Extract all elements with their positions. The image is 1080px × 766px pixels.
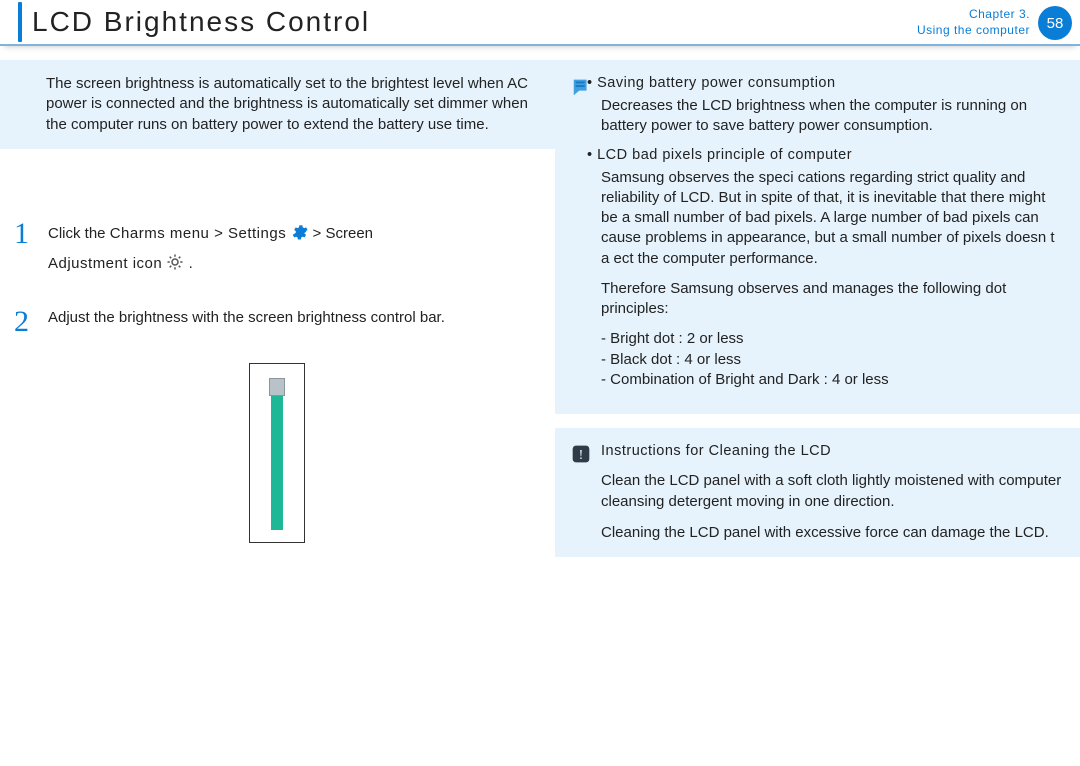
info-icon: ! xyxy=(571,444,593,466)
chapter-text: Chapter 3. Using the computer xyxy=(917,7,1030,38)
page-header: LCD Brightness Control Chapter 3. Using … xyxy=(0,0,1080,46)
cleaning-p1: Clean the LCD panel with a soft cloth li… xyxy=(601,470,1064,512)
intro-note: The screen brightness is automatically s… xyxy=(0,60,559,149)
dot-principles: - Bright dot : 2 or less - Black dot : 4… xyxy=(601,329,1064,390)
tip-pixels: LCD bad pixels principle of computer Sam… xyxy=(601,146,1064,390)
page-title: LCD Brightness Control xyxy=(32,6,370,38)
tip-body2: Therefore Samsung observes and manages t… xyxy=(601,279,1064,320)
step1-post: . xyxy=(189,255,193,272)
step-2-body: Adjust the brightness with the screen br… xyxy=(48,307,539,337)
tip-head: LCD bad pixels principle of computer xyxy=(601,146,1064,166)
chapter-line2: Using the computer xyxy=(917,23,1030,39)
step1-mid: > Screen xyxy=(313,225,373,242)
left-column: The screen brightness is automatically s… xyxy=(0,60,539,571)
tip-head: Saving battery power consumption xyxy=(601,74,1064,94)
right-column: Saving battery power consumption Decreas… xyxy=(555,60,1080,571)
slider-fill xyxy=(271,380,283,530)
page-number-badge: 58 xyxy=(1038,6,1072,40)
cleaning-title: Instructions for Cleaning the LCD xyxy=(601,442,1064,462)
step-number: 1 xyxy=(14,219,48,279)
step1-kw2: Adjustment icon xyxy=(48,255,162,272)
slider-thumb[interactable] xyxy=(269,378,285,396)
cleaning-p2: Cleaning the LCD panel with excessive fo… xyxy=(601,522,1064,543)
step-1-body: Click the Charms menu > Settings > Scree… xyxy=(48,219,539,279)
cleaning-note: ! Instructions for Cleaning the LCD Clea… xyxy=(555,428,1080,557)
content-columns: The screen brightness is automatically s… xyxy=(0,46,1080,571)
step-2: 2 Adjust the brightness with the screen … xyxy=(14,307,539,337)
header-accent-bar xyxy=(18,2,22,42)
tip-battery: Saving battery power consumption Decreas… xyxy=(601,74,1064,136)
step1-pre: Click the xyxy=(48,225,106,242)
brightness-slider[interactable] xyxy=(249,363,305,543)
svg-text:!: ! xyxy=(579,447,583,462)
chapter-block: Chapter 3. Using the computer 58 xyxy=(917,0,1080,46)
tip-body: Decreases the LCD brightness when the co… xyxy=(601,96,1064,137)
brightness-icon xyxy=(166,253,184,271)
dash-bright: - Bright dot : 2 or less xyxy=(601,329,1064,349)
tips-note: Saving battery power consumption Decreas… xyxy=(555,60,1080,414)
cleaning-body: Clean the LCD panel with a soft cloth li… xyxy=(601,470,1064,543)
chapter-line1: Chapter 3. xyxy=(917,7,1030,23)
gear-icon xyxy=(290,223,308,241)
tip-body1: Samsung observes the speci cations regar… xyxy=(601,168,1064,269)
step1-kw1: Charms menu > Settings xyxy=(110,225,287,242)
dash-combo: - Combination of Bright and Dark : 4 or … xyxy=(601,370,1064,390)
dash-black: - Black dot : 4 or less xyxy=(601,350,1064,370)
step-1: 1 Click the Charms menu > Settings > Scr… xyxy=(14,219,539,279)
step-number: 2 xyxy=(14,307,48,337)
